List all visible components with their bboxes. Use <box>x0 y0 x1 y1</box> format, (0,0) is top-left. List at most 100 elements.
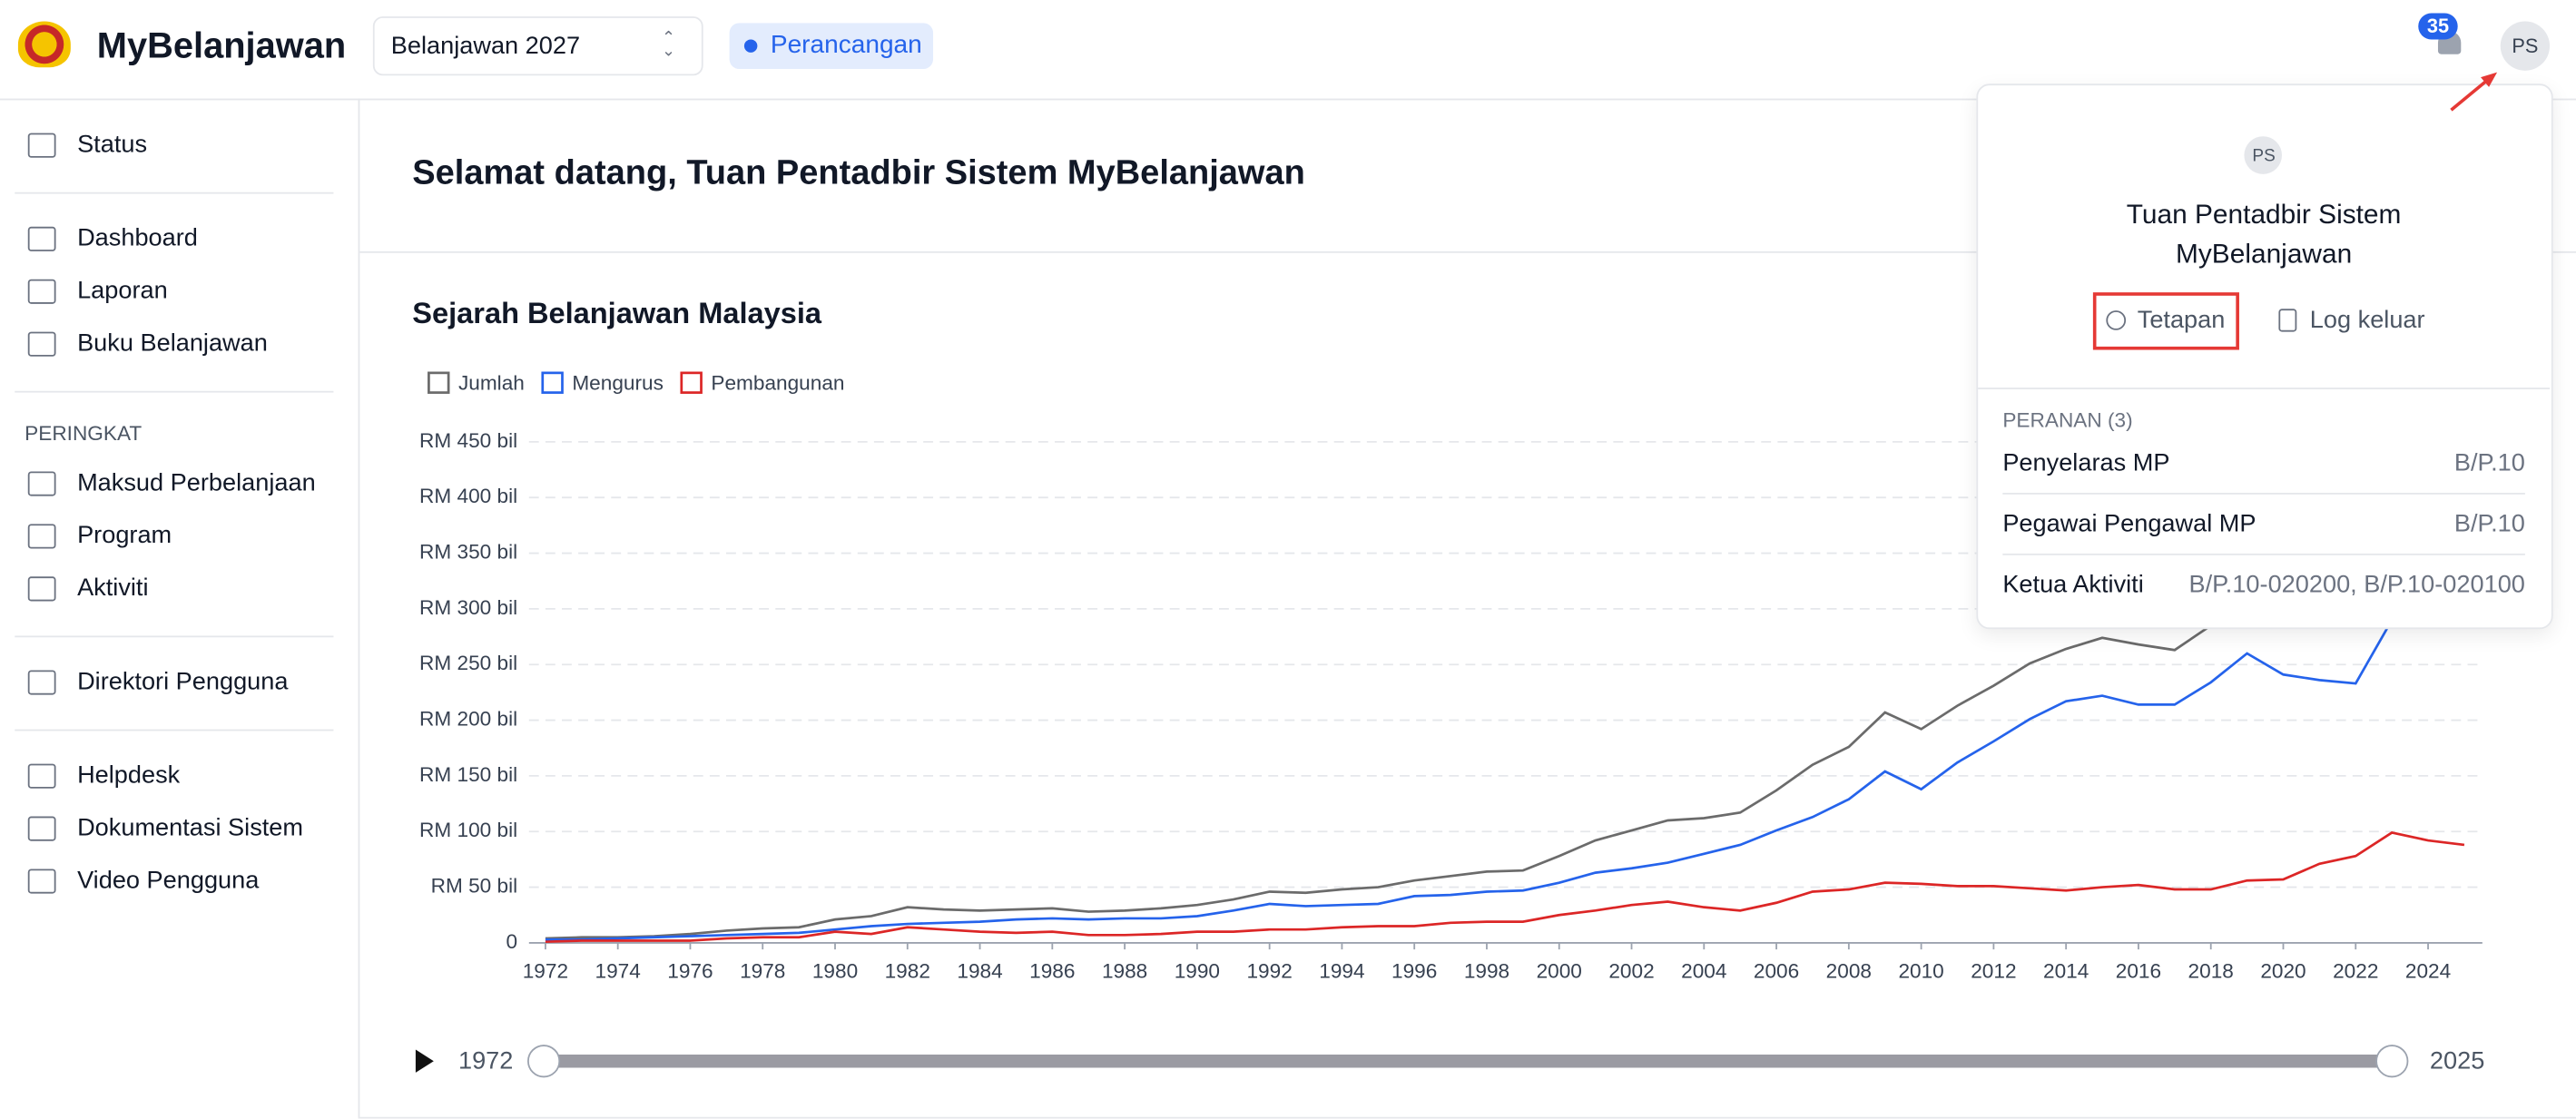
y-tick-label: RM 350 bil <box>419 541 517 564</box>
x-tick-label: 1984 <box>957 959 1002 982</box>
series-line <box>545 831 2465 944</box>
legend-swatch[interactable] <box>428 371 450 394</box>
logout-button[interactable]: Log keluar <box>2309 306 2425 335</box>
budget-select-text: Belanjawan 2027 <box>390 32 581 61</box>
x-tick-label: 1992 <box>1246 959 1292 982</box>
sidebar-icon <box>27 670 56 695</box>
status-dot <box>743 39 758 53</box>
sidebar-item[interactable]: Aktiviti <box>77 574 149 603</box>
sidebar-divider <box>15 390 334 393</box>
x-tick-label: 1974 <box>595 959 641 982</box>
sidebar-icon <box>27 869 56 894</box>
slider-end: 2025 <box>2429 1046 2485 1075</box>
sidebar-icon <box>27 133 56 158</box>
sidebar-divider <box>15 729 334 731</box>
sidebar-item[interactable]: Video Pengguna <box>77 866 260 895</box>
y-tick-label: 0 <box>506 930 518 953</box>
menu-user-name: Tuan Pentadbir Sistem MyBelanjawan <box>2126 200 2402 270</box>
x-tick-label: 1982 <box>885 959 930 982</box>
sidebar-icon <box>27 816 56 841</box>
sidebar-item[interactable]: Dashboard <box>77 224 198 252</box>
menu-avatar-text: PS <box>2252 146 2276 166</box>
budget-select[interactable] <box>372 16 703 76</box>
notification-badge <box>2418 13 2458 40</box>
play-button[interactable] <box>415 1049 434 1073</box>
x-tick-label: 2020 <box>2260 959 2306 982</box>
sidebar-item[interactable]: Dokumentasi Sistem <box>77 813 304 842</box>
y-tick-label: RM 450 bil <box>419 429 517 452</box>
x-tick-label: 2012 <box>1971 959 2016 982</box>
x-tick-label: 1980 <box>812 959 858 982</box>
sidebar-section-label: PERINGKAT <box>25 422 143 446</box>
roles-label: PERANAN (3) <box>2002 408 2133 433</box>
x-tick-label: 2006 <box>1754 959 1799 982</box>
chart-title: Sejarah Belanjawan Malaysia <box>412 297 822 329</box>
sidebar-item[interactable]: Status <box>77 130 148 159</box>
app-name: MyBelanjawan <box>96 25 347 66</box>
chevron: ⌃ ⌄ <box>662 29 676 61</box>
series-line <box>545 568 2465 941</box>
y-tick-label: RM 250 bil <box>419 652 517 674</box>
status-badge <box>729 23 934 70</box>
x-tick-label: 1990 <box>1175 959 1220 982</box>
role-code: B/P.10 <box>2453 449 2525 477</box>
x-tick-label: 2022 <box>2333 959 2378 982</box>
y-tick-label: RM 100 bil <box>419 819 517 841</box>
y-tick-label: RM 200 bil <box>419 708 517 731</box>
role-name: Penyelaras MP <box>2002 449 2170 477</box>
sidebar-item[interactable]: Buku Belanjawan <box>77 329 268 358</box>
x-tick-label: 1988 <box>1102 959 1147 982</box>
y-tick-label: RM 400 bil <box>419 485 517 507</box>
sidebar-item[interactable]: Laporan <box>77 276 168 305</box>
slider-track <box>544 1054 2393 1068</box>
avatar[interactable] <box>2500 21 2551 71</box>
legend-label[interactable]: Pembangunan <box>711 371 844 394</box>
x-tick-label: 2002 <box>1608 959 1654 982</box>
x-tick-label: 2014 <box>2043 959 2089 982</box>
legend-swatch[interactable] <box>541 371 564 394</box>
x-tick-label: 1994 <box>1319 959 1364 982</box>
x-tick-label: 1996 <box>1391 959 1437 982</box>
x-tick-label: 1978 <box>740 959 785 982</box>
y-tick-label: RM 300 bil <box>419 596 517 619</box>
x-tick-label: 2004 <box>1681 959 1726 982</box>
legend-label[interactable]: Mengurus <box>572 371 664 394</box>
avatar-text: PS <box>2512 34 2539 58</box>
x-tick-label: 2024 <box>2405 959 2451 982</box>
x-tick-label: 2010 <box>1898 959 1943 982</box>
menu-divider <box>1978 388 2551 389</box>
logout-icon <box>2278 309 2297 332</box>
role-name: Pegawai Pengawal MP <box>2002 509 2256 538</box>
x-tick-label: 2000 <box>1537 959 1582 982</box>
sidebar-icon <box>27 279 56 304</box>
settings-button[interactable]: Tetapan <box>2137 306 2226 335</box>
header-border <box>0 98 2576 101</box>
sidebar-item[interactable]: Direktori Pengguna <box>77 667 289 696</box>
sidebar-icon <box>27 226 56 251</box>
sidebar-divider <box>15 191 334 194</box>
role-divider <box>2002 492 2525 495</box>
role-code: B/P.10-020200, B/P.10-020100 <box>2188 570 2525 599</box>
sidebar-item[interactable]: Maksud Perbelanjaan <box>77 468 316 497</box>
x-tick-label: 2018 <box>2188 959 2234 982</box>
sidebar-item[interactable]: Helpdesk <box>77 761 181 790</box>
x-tick-label: 1986 <box>1029 959 1075 982</box>
x-tick-label: 2016 <box>2116 959 2161 982</box>
y-tick-label: RM 150 bil <box>419 763 517 786</box>
legend-label[interactable]: Jumlah <box>458 371 525 394</box>
sidebar-item[interactable]: Program <box>77 521 172 550</box>
settings-icon <box>2106 310 2127 330</box>
slider-knob[interactable] <box>2375 1045 2409 1078</box>
legend-swatch[interactable] <box>680 371 703 394</box>
sidebar-icon <box>27 576 56 602</box>
user-menu <box>1976 83 2553 630</box>
slider-knob[interactable] <box>526 1045 561 1078</box>
sidebar-border <box>358 98 360 1119</box>
welcome-title: Selamat datang, Tuan Pentadbir Sistem My… <box>412 154 1305 192</box>
notification-count: 35 <box>2426 15 2450 38</box>
